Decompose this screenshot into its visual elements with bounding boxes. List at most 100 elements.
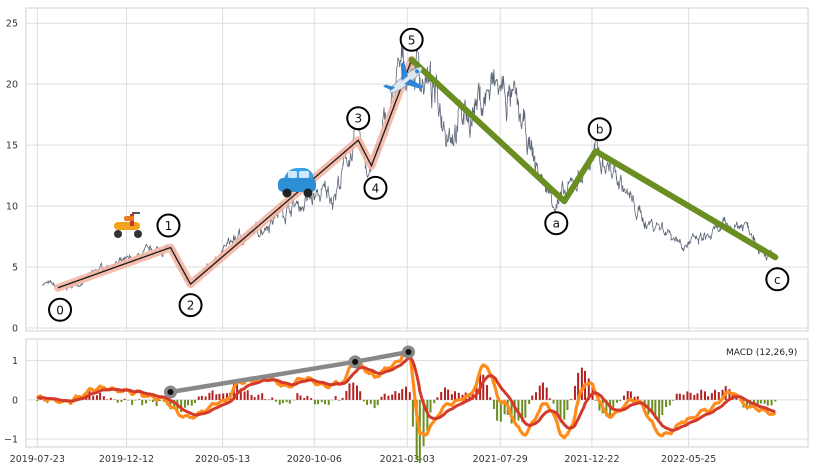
macd-histogram-bar bbox=[99, 392, 102, 400]
macd-histogram-bar bbox=[752, 399, 755, 405]
macd-histogram-bar bbox=[359, 391, 362, 400]
macd-histogram-bar bbox=[313, 399, 316, 405]
macd-histogram-bar bbox=[253, 397, 256, 400]
macd-histogram-bar bbox=[320, 399, 323, 403]
macd-histogram-bar bbox=[268, 399, 271, 401]
macd-histogram-bar bbox=[288, 399, 291, 404]
macd-histogram-bar bbox=[721, 389, 724, 400]
macd-histogram-bar bbox=[563, 399, 566, 420]
macd-histogram-bar bbox=[138, 399, 141, 400]
macd-histogram-bar bbox=[373, 399, 376, 409]
wave-label-circle bbox=[48, 297, 73, 322]
macd-histogram-bar bbox=[682, 394, 685, 400]
macd-histogram-bar bbox=[556, 399, 559, 415]
macd-histogram-bar bbox=[496, 399, 499, 421]
macd-histogram-bar bbox=[570, 398, 573, 400]
macd-histogram-bar bbox=[454, 391, 457, 400]
macd-histogram-bar bbox=[552, 399, 555, 404]
macd-histogram-bar bbox=[658, 399, 661, 420]
macd-panel: 2019-07-23 2019-12-12 2020-05-13 2020-10-06… bbox=[4, 338, 809, 465]
macd-histogram-bar bbox=[204, 396, 207, 400]
wave-label: 2 bbox=[187, 299, 195, 313]
macd-histogram-bar bbox=[109, 397, 112, 400]
x-tick-label: 2020-05-13 bbox=[195, 454, 250, 465]
macd-histogram-bar bbox=[387, 395, 390, 400]
macd-histogram-bar bbox=[486, 385, 489, 400]
macd-histogram-bar bbox=[678, 393, 681, 400]
macd-histogram-bar bbox=[250, 394, 253, 400]
price-plot-area bbox=[25, 7, 809, 332]
macd-histogram-bar bbox=[92, 395, 95, 400]
macd-histogram-bar bbox=[127, 399, 130, 401]
price-y-tick-label: 20 bbox=[6, 80, 18, 91]
wave-label-circle bbox=[544, 211, 569, 236]
macd-histogram-bar bbox=[489, 397, 492, 400]
price-y-tick-label: 25 bbox=[6, 19, 18, 30]
divergence-point-center bbox=[352, 358, 359, 365]
macd-histogram-bar bbox=[492, 399, 495, 409]
macd-histogram-bar bbox=[503, 399, 506, 415]
macd-histogram-bar bbox=[246, 390, 249, 400]
macd-histogram-bar bbox=[141, 399, 144, 406]
macd-histogram-bar bbox=[770, 399, 773, 406]
macd-histogram-bar bbox=[668, 399, 671, 406]
macd-histogram-bar bbox=[102, 396, 105, 400]
macd-histogram-bar bbox=[415, 399, 418, 460]
macd-histogram-bar bbox=[303, 398, 306, 400]
macd-histogram-bar bbox=[548, 398, 551, 400]
wave-label: 3 bbox=[354, 112, 362, 126]
wave-label-circle bbox=[178, 293, 203, 318]
signal-line bbox=[37, 356, 776, 432]
macd-histogram-bar bbox=[535, 392, 538, 400]
airplane-icon bbox=[383, 61, 424, 94]
macd-histogram-bar bbox=[239, 388, 242, 400]
macd-histogram-bar bbox=[36, 399, 39, 401]
macd-histogram-bar bbox=[134, 399, 137, 401]
macd-histogram-bar bbox=[331, 399, 334, 401]
macd-histogram-bar bbox=[95, 395, 98, 400]
macd-histogram-bar bbox=[106, 399, 109, 400]
wave-label: a bbox=[553, 217, 560, 231]
macd-histogram-bar bbox=[457, 392, 460, 400]
macd-histogram-bar bbox=[510, 399, 513, 424]
macd-histogram-bar bbox=[524, 399, 527, 418]
macd-histogram-bar bbox=[450, 394, 453, 400]
macd-histogram-bar bbox=[440, 391, 443, 400]
wave-label: b bbox=[596, 123, 604, 137]
macd-histogram-bar bbox=[573, 385, 576, 400]
macd-histogram-bar bbox=[710, 393, 713, 400]
macd-histogram-bar bbox=[612, 399, 615, 408]
macd-histogram-bar bbox=[626, 390, 629, 400]
macd-histogram-bar bbox=[292, 399, 295, 401]
corrective-wave-line bbox=[408, 56, 779, 261]
macd-histogram-bar bbox=[113, 399, 116, 400]
macd-histogram-bar bbox=[310, 398, 313, 400]
macd-histogram-bar bbox=[348, 383, 351, 400]
macd-histogram-bar bbox=[587, 378, 590, 400]
macd-histogram-bar bbox=[689, 392, 692, 400]
macd-histogram-bar bbox=[696, 393, 699, 400]
macd-histogram-bar bbox=[187, 399, 190, 406]
macd-histogram-bar bbox=[352, 382, 355, 400]
macd-histogram-bar bbox=[580, 367, 583, 400]
macd-histogram-bar bbox=[629, 391, 632, 400]
macd-histogram-bar bbox=[471, 391, 474, 400]
macd-histogram-bar bbox=[654, 399, 657, 419]
macd-histogram-bar bbox=[391, 394, 394, 400]
macd-histogram-bar bbox=[271, 397, 274, 400]
macd-histogram-bar bbox=[756, 399, 759, 408]
wave-label-circle bbox=[765, 267, 790, 292]
macd-histogram-bar bbox=[180, 399, 183, 413]
macd-histogram-bar bbox=[327, 399, 330, 405]
macd-histogram-bar bbox=[545, 387, 548, 400]
macd-histogram-bar bbox=[665, 399, 668, 408]
macd-histogram-bar bbox=[693, 394, 696, 400]
macd-histogram-bar bbox=[594, 399, 597, 401]
price-panel: 0 5 10 15 20 25 0 1 2 3 4 5 a b c bbox=[6, 7, 809, 335]
macd-histogram-bar bbox=[707, 396, 710, 400]
macd-histogram-bar bbox=[193, 399, 196, 404]
macd-histogram-bar bbox=[366, 399, 369, 405]
macd-histogram-bar bbox=[338, 399, 341, 401]
divergence-point-center bbox=[405, 349, 412, 356]
macd-histogram-bar bbox=[636, 396, 639, 400]
